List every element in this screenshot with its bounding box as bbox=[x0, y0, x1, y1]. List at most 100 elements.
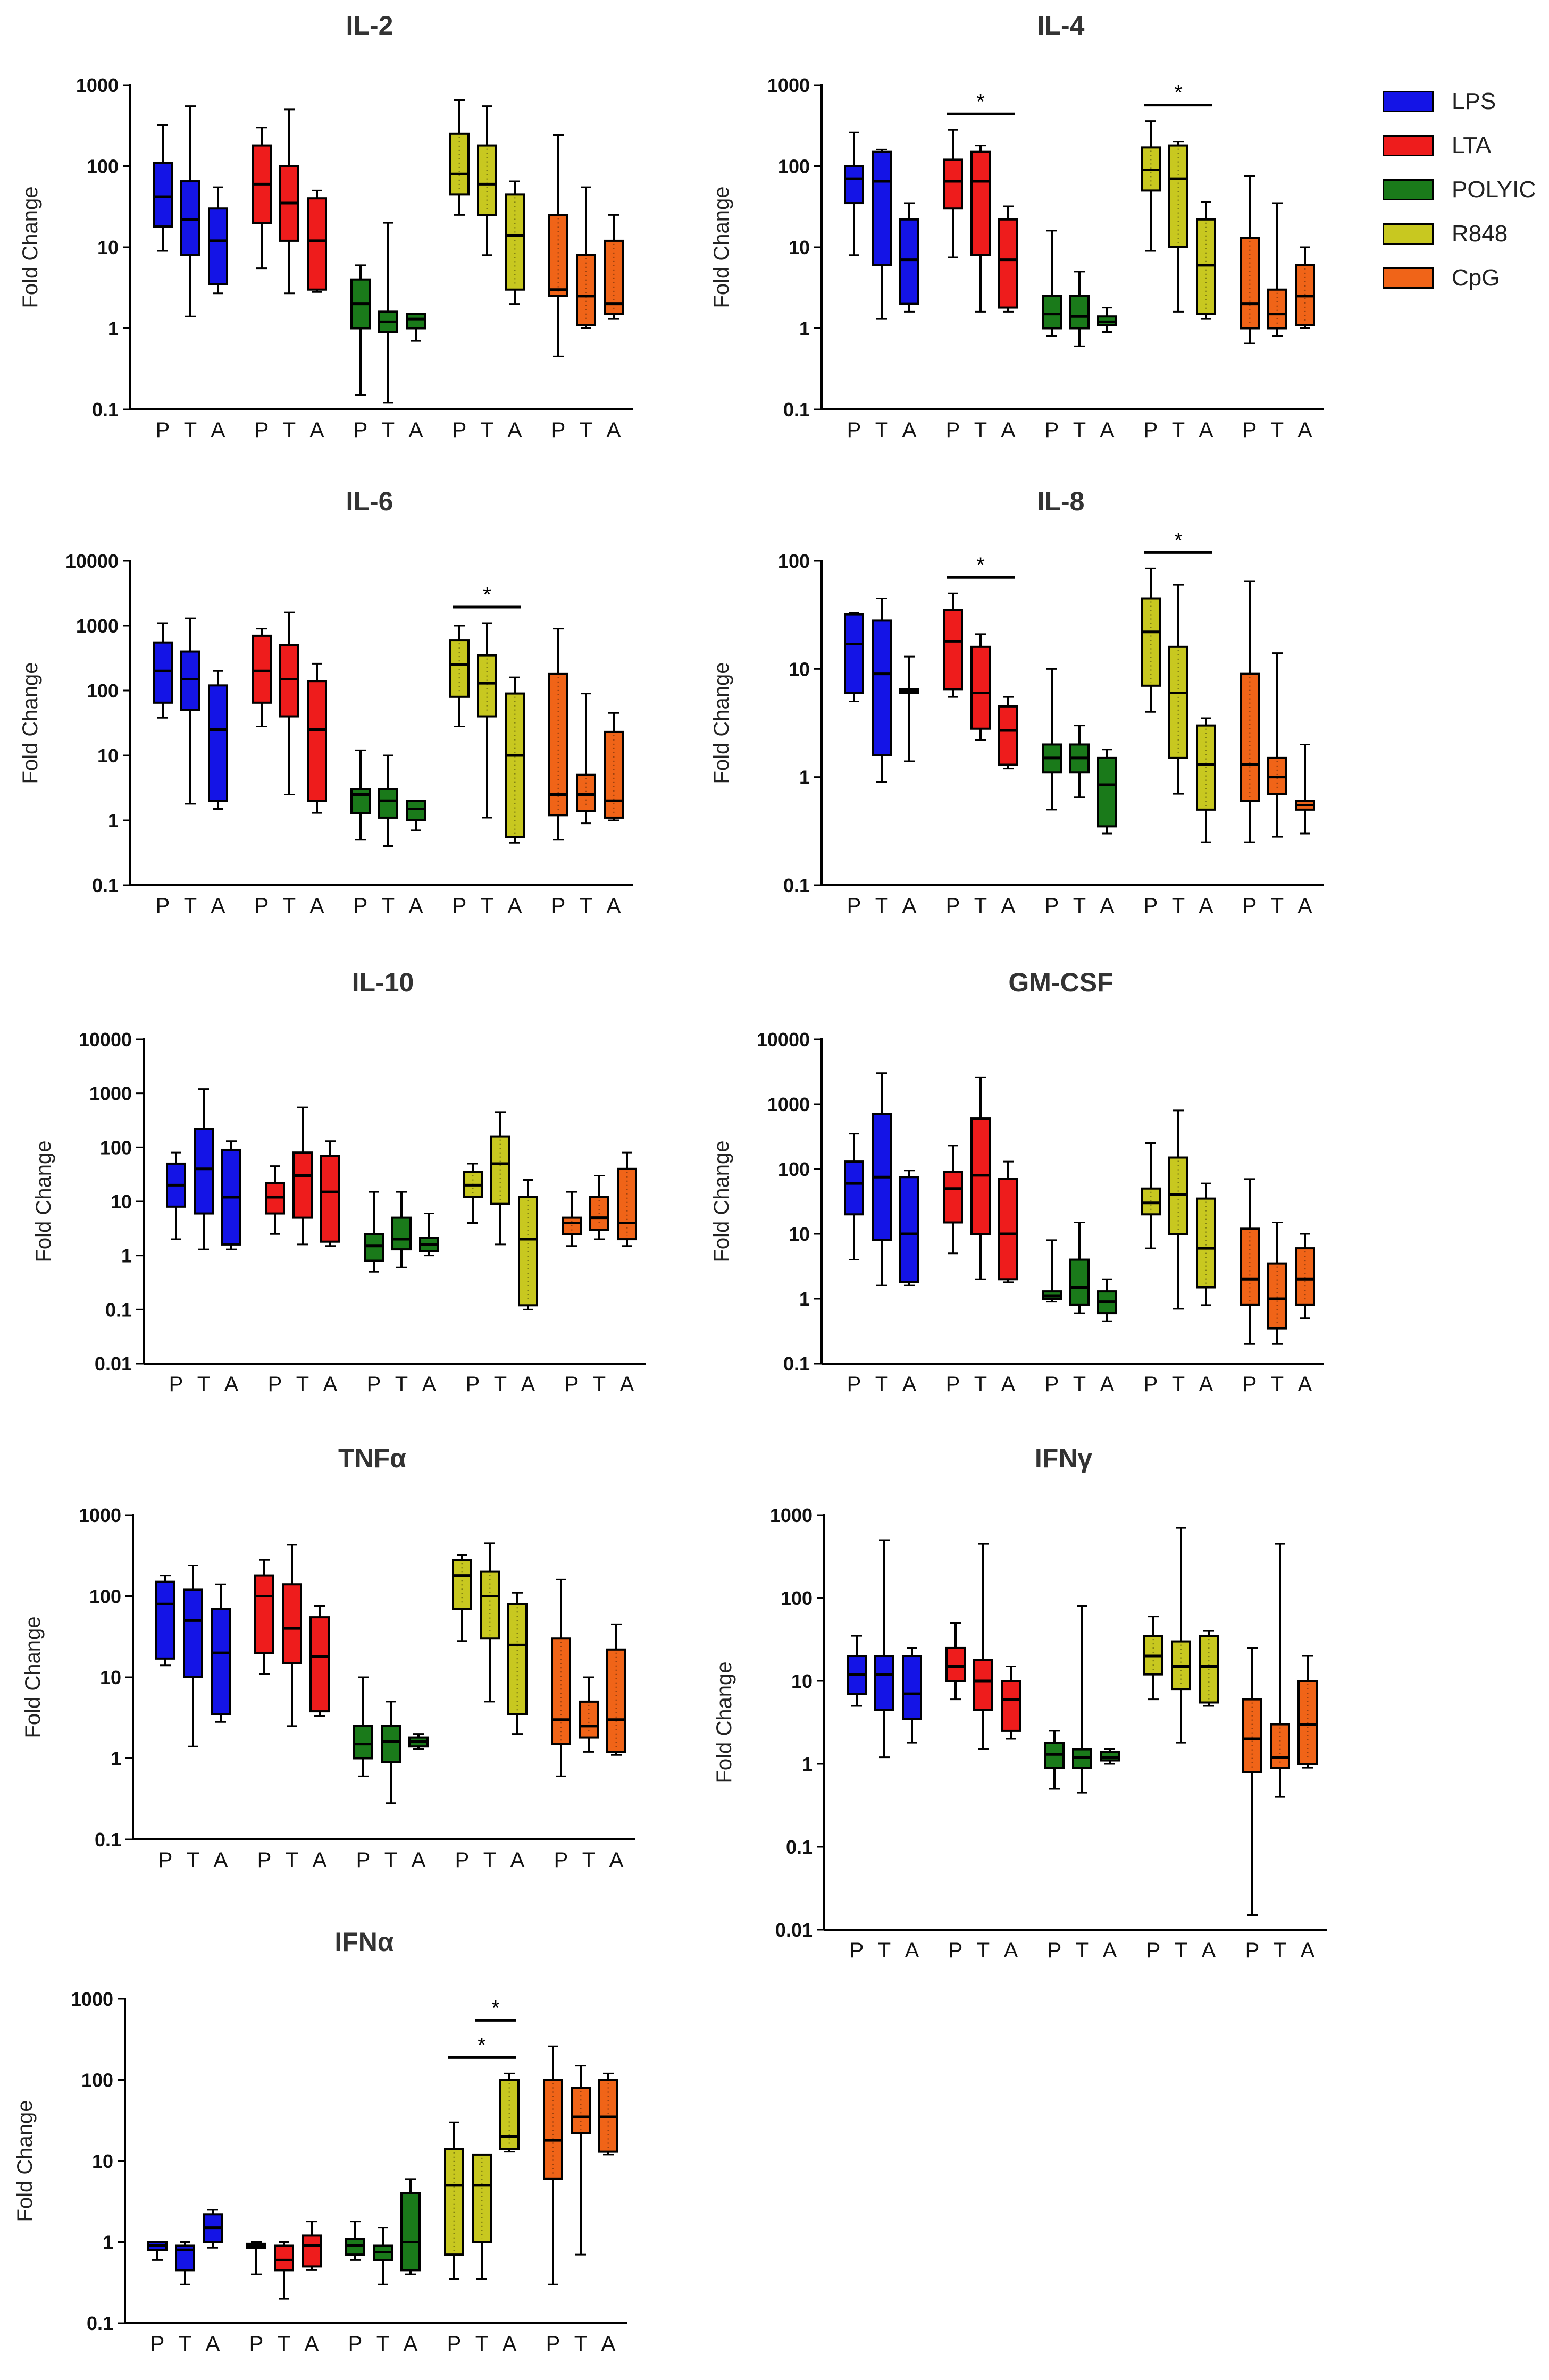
y-tick-label: 100 bbox=[100, 1137, 132, 1158]
x-tick-label: A bbox=[1199, 894, 1213, 918]
x-tick-label: P bbox=[847, 1373, 861, 1396]
box-lta-p bbox=[943, 1171, 963, 1224]
x-tick-label: A bbox=[310, 418, 324, 442]
x-tick-label: A bbox=[1100, 1373, 1115, 1396]
y-tick-label: 10000 bbox=[65, 550, 119, 572]
legend-label-polyic: POLYIC bbox=[1452, 176, 1536, 203]
box-r848-t bbox=[490, 1135, 510, 1205]
y-tick-label: 1 bbox=[108, 810, 119, 831]
x-tick-label: A bbox=[905, 1939, 919, 1962]
box-cpg-t bbox=[1267, 288, 1287, 330]
x-tick-label: A bbox=[902, 1373, 917, 1396]
legend-item-lps: LPS bbox=[1383, 88, 1542, 120]
y-tick-label: 1000 bbox=[76, 74, 119, 96]
x-tick-label: A bbox=[422, 1373, 437, 1396]
significance-label: * bbox=[491, 1996, 500, 2020]
x-tick-label: P bbox=[565, 1373, 579, 1396]
x-tick-label: A bbox=[305, 2332, 319, 2356]
x-tick-label: A bbox=[601, 2332, 616, 2356]
box-cpg-a bbox=[1297, 1680, 1318, 1765]
x-tick-label: P bbox=[1144, 418, 1158, 442]
x-tick-label: P bbox=[367, 1373, 381, 1396]
y-axis-label: Fold Change bbox=[19, 662, 42, 784]
box-polyic-a bbox=[406, 313, 426, 330]
panel-title: GM-CSF bbox=[1008, 968, 1113, 997]
y-tick-label: 10000 bbox=[79, 1029, 132, 1050]
y-tick-label: 100 bbox=[87, 680, 119, 702]
x-tick-label: T bbox=[1073, 418, 1086, 442]
x-tick-label: T bbox=[376, 2332, 389, 2356]
x-tick-label: A bbox=[412, 1848, 426, 1872]
box-cpg-a bbox=[606, 1648, 626, 1753]
panel-title: TNFα bbox=[338, 1443, 406, 1473]
box-lta-a bbox=[998, 705, 1018, 766]
legend-swatch-r848 bbox=[1383, 223, 1434, 245]
x-tick-label: A bbox=[211, 894, 225, 918]
box-lps-a bbox=[208, 684, 228, 802]
x-tick-label: P bbox=[348, 2332, 363, 2356]
box-r848-p bbox=[449, 132, 470, 196]
significance-label: * bbox=[1174, 81, 1183, 105]
x-tick-label: P bbox=[1045, 1373, 1059, 1396]
x-tick-label: T bbox=[382, 894, 395, 918]
x-tick-label: T bbox=[278, 2332, 290, 2356]
x-tick-label: P bbox=[946, 1373, 960, 1396]
x-tick-label: A bbox=[323, 1373, 338, 1396]
box-lta-a bbox=[307, 197, 327, 291]
y-tick-label: 1 bbox=[103, 2232, 113, 2253]
x-tick-label: T bbox=[187, 1848, 199, 1872]
box-polyic-a bbox=[406, 800, 426, 821]
x-tick-label: T bbox=[875, 894, 888, 918]
x-tick-label: A bbox=[404, 2332, 418, 2356]
x-tick-label: A bbox=[902, 418, 917, 442]
box-cpg-p bbox=[1240, 237, 1260, 330]
y-tick-label: 0.01 bbox=[775, 1919, 813, 1941]
box-cpg-t bbox=[576, 773, 596, 812]
box-r848-a bbox=[1196, 724, 1216, 811]
box-lps-t bbox=[872, 619, 892, 756]
y-axis-label: Fold Change bbox=[13, 2100, 37, 2222]
box-r848-t bbox=[472, 2153, 492, 2243]
box-r848-p bbox=[449, 639, 470, 698]
x-tick-label: T bbox=[1172, 418, 1185, 442]
box-cpg-t bbox=[589, 1196, 609, 1231]
y-tick-label: 10 bbox=[92, 2150, 113, 2172]
x-tick-label: A bbox=[607, 894, 621, 918]
significance-label: * bbox=[478, 2033, 486, 2057]
x-tick-label: A bbox=[1100, 894, 1115, 918]
box-r848-t bbox=[1168, 645, 1188, 759]
y-tick-label: 0.1 bbox=[783, 399, 810, 421]
y-tick-label: 10 bbox=[789, 237, 810, 258]
y-tick-label: 100 bbox=[778, 1158, 810, 1180]
y-tick-label: 0.1 bbox=[783, 874, 810, 896]
x-tick-label: P bbox=[546, 2332, 560, 2356]
y-axis-label: Fold Change bbox=[710, 186, 733, 308]
x-tick-label: T bbox=[974, 418, 987, 442]
x-tick-label: T bbox=[875, 418, 888, 442]
x-tick-label: P bbox=[356, 1848, 371, 1872]
x-tick-label: P bbox=[257, 1848, 272, 1872]
y-tick-label: 10 bbox=[100, 1667, 121, 1688]
legend-swatch-cpg bbox=[1383, 267, 1434, 289]
x-tick-label: P bbox=[150, 2332, 165, 2356]
box-cpg-t bbox=[571, 2087, 591, 2134]
x-tick-label: P bbox=[554, 1848, 568, 1872]
box-polyic-t bbox=[391, 1216, 412, 1251]
x-tick-label: P bbox=[1243, 894, 1257, 918]
y-tick-label: 0.1 bbox=[87, 2312, 113, 2334]
x-tick-label: P bbox=[1144, 894, 1158, 918]
x-tick-label: P bbox=[1245, 1939, 1260, 1962]
legend-label-cpg: CpG bbox=[1452, 265, 1500, 291]
legend-swatch-lta bbox=[1383, 135, 1434, 156]
x-tick-label: T bbox=[382, 418, 395, 442]
x-tick-label: T bbox=[1271, 1373, 1284, 1396]
x-tick-label: T bbox=[179, 2332, 191, 2356]
significance-label: * bbox=[483, 583, 491, 607]
x-tick-label: A bbox=[902, 894, 917, 918]
x-tick-label: P bbox=[1243, 1373, 1257, 1396]
box-lps-t bbox=[872, 150, 892, 266]
y-tick-label: 1 bbox=[799, 318, 810, 340]
box-r848-a bbox=[507, 1603, 528, 1715]
significance-label: * bbox=[976, 553, 985, 577]
